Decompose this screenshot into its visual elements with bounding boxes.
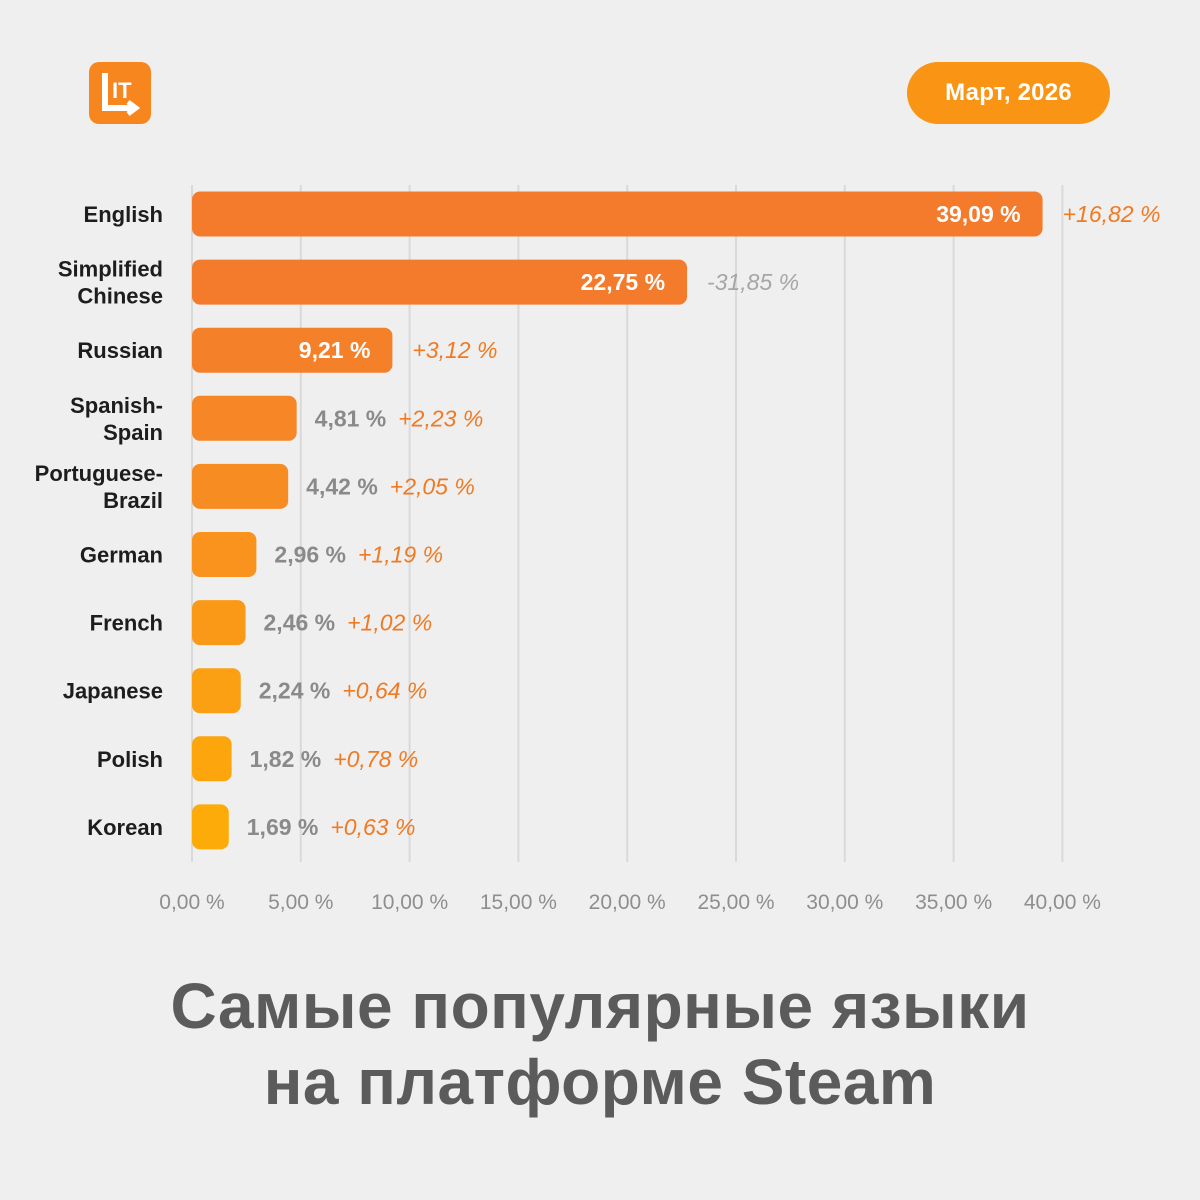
category-label: Brazil	[103, 488, 163, 513]
x-tick-label: 20,00 %	[589, 891, 666, 914]
bar	[192, 191, 1043, 237]
change-label: +2,23 %	[398, 405, 483, 431]
category-label: Spain	[103, 420, 163, 445]
change-label: +0,64 %	[342, 678, 427, 704]
bar	[192, 463, 289, 509]
change-label: +1,19 %	[358, 542, 443, 568]
value-label: 2,46 %	[264, 610, 336, 636]
value-label: 22,75 %	[581, 269, 665, 295]
bar-chart: 0,00 % 5,00 % 10,00 % 15,00 % 20,00 % 25,00 %…	[35, 185, 1161, 914]
change-label: -31,85 %	[707, 269, 799, 295]
x-tick-label: 40,00 %	[1024, 891, 1101, 914]
category-label: Korean	[87, 815, 163, 840]
title-line-2: на платформе Steam	[263, 1046, 937, 1118]
value-label: 2,96 %	[274, 542, 346, 568]
x-tick-label: 5,00 %	[268, 891, 333, 914]
x-tick-label: 35,00 %	[915, 891, 992, 914]
category-label: French	[90, 611, 163, 636]
change-label: +0,78 %	[333, 746, 418, 772]
bar	[192, 736, 232, 782]
logo-text: IT	[112, 78, 132, 103]
x-tick-label: 25,00 %	[697, 891, 774, 914]
value-label: 4,81 %	[315, 405, 387, 431]
x-tick-label: 15,00 %	[480, 891, 557, 914]
category-label: German	[80, 543, 163, 568]
bar	[192, 804, 229, 850]
bar	[192, 532, 257, 577]
category-label: Russian	[77, 338, 163, 363]
change-label: +3,12 %	[412, 337, 497, 363]
category-label: English	[84, 202, 163, 227]
logo-arrow-icon: IT	[102, 73, 141, 116]
value-label: 1,82 %	[250, 746, 322, 772]
bar	[192, 600, 246, 646]
bar	[192, 327, 393, 373]
category-label: Polish	[97, 747, 163, 772]
category-label: Spanish-	[70, 393, 163, 418]
date-badge: Март, 2026	[907, 62, 1110, 124]
change-label: +2,05 %	[390, 473, 475, 499]
logo: IT	[89, 62, 151, 124]
bar	[192, 259, 688, 305]
change-label: +0,63 %	[330, 814, 415, 840]
change-label: +16,82 %	[1063, 201, 1161, 227]
title-line-1: Самые популярные языки	[170, 970, 1030, 1042]
category-label: Simplified	[58, 257, 163, 282]
category-label: Chinese	[77, 284, 163, 309]
value-label: 1,69 %	[247, 814, 319, 840]
value-label: 9,21 %	[299, 337, 371, 363]
value-label: 4,42 %	[306, 473, 378, 499]
x-tick-label: 0,00 %	[159, 891, 224, 914]
x-tick-label: 30,00 %	[806, 891, 883, 914]
value-label: 2,24 %	[259, 678, 331, 704]
value-label: 39,09 %	[936, 201, 1020, 227]
bar	[192, 668, 241, 714]
change-label: +1,02 %	[347, 610, 432, 636]
category-label: Japanese	[63, 679, 163, 704]
category-label: Portuguese-	[35, 461, 163, 486]
page-title: Самые популярные языки на платформе Stea…	[0, 968, 1200, 1120]
bar	[192, 395, 297, 441]
x-tick-label: 10,00 %	[371, 891, 448, 914]
